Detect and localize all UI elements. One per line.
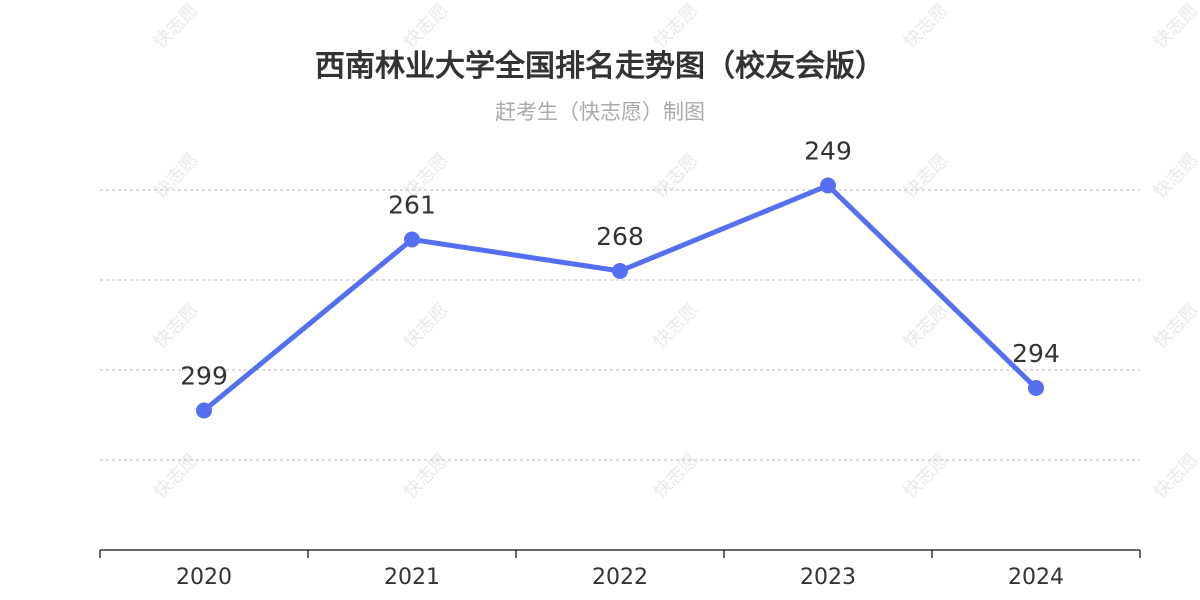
data-label-2021: 261: [388, 191, 436, 220]
data-point-2023: [820, 177, 836, 194]
watermark-2-3: 快志愿: [900, 300, 953, 353]
watermark-1-4: 快志愿: [1150, 150, 1200, 203]
data-label-2022: 268: [596, 222, 644, 251]
data-label-2024: 294: [1012, 339, 1060, 368]
watermark-0-2: 快志愿: [650, 0, 703, 53]
watermark-0-0: 快志愿: [150, 0, 203, 53]
chart-subtitle: 赶考生（快志愿）制图: [495, 100, 705, 124]
data-label-layer: 299 261 268 249 294: [180, 137, 1060, 391]
data-point-2022: [612, 263, 628, 279]
watermark-2-0: 快志愿: [150, 300, 203, 353]
data-label-2023: 249: [804, 137, 852, 166]
data-point-2024: [1028, 380, 1044, 396]
watermark-2-4: 快志愿: [1150, 300, 1200, 353]
x-tick-label-2023: 2023: [800, 565, 856, 590]
series-line: [201, 183, 1039, 413]
watermark-2-1: 快志愿: [400, 300, 453, 353]
series-layer: [196, 177, 1044, 419]
data-label-2020: 299: [180, 362, 228, 391]
x-tick-label-2024: 2024: [1008, 565, 1064, 590]
data-point-2020: [196, 402, 212, 419]
watermark-2-2: 快志愿: [650, 300, 703, 353]
watermark-0-4: 快志愿: [1150, 0, 1200, 53]
x-tick-label-2021: 2021: [384, 565, 440, 590]
watermark-0-1: 快志愿: [400, 0, 453, 53]
x-tick-label-2020: 2020: [176, 565, 232, 590]
x-tick-label-2022: 2022: [592, 565, 648, 590]
watermark-1-3: 快志愿: [900, 150, 953, 203]
watermark-1-2: 快志愿: [650, 150, 703, 203]
data-point-2021: [404, 231, 420, 248]
watermark-3-4: 快志愿: [1150, 450, 1200, 503]
chart-title: 西南林业大学全国排名走势图（校友会版）: [315, 49, 885, 84]
x-axis: 2020 2021 2022 2023 2024: [99, 549, 1141, 590]
grid-lines: [100, 189, 1140, 461]
watermark-1-0: 快志愿: [150, 150, 203, 203]
watermark-3-3: 快志愿: [900, 450, 953, 503]
watermark-3-2: 快志愿: [650, 450, 703, 503]
watermark-3-1: 快志愿: [400, 450, 453, 503]
watermark-0-3: 快志愿: [900, 0, 953, 53]
watermark-3-0: 快志愿: [150, 450, 203, 503]
